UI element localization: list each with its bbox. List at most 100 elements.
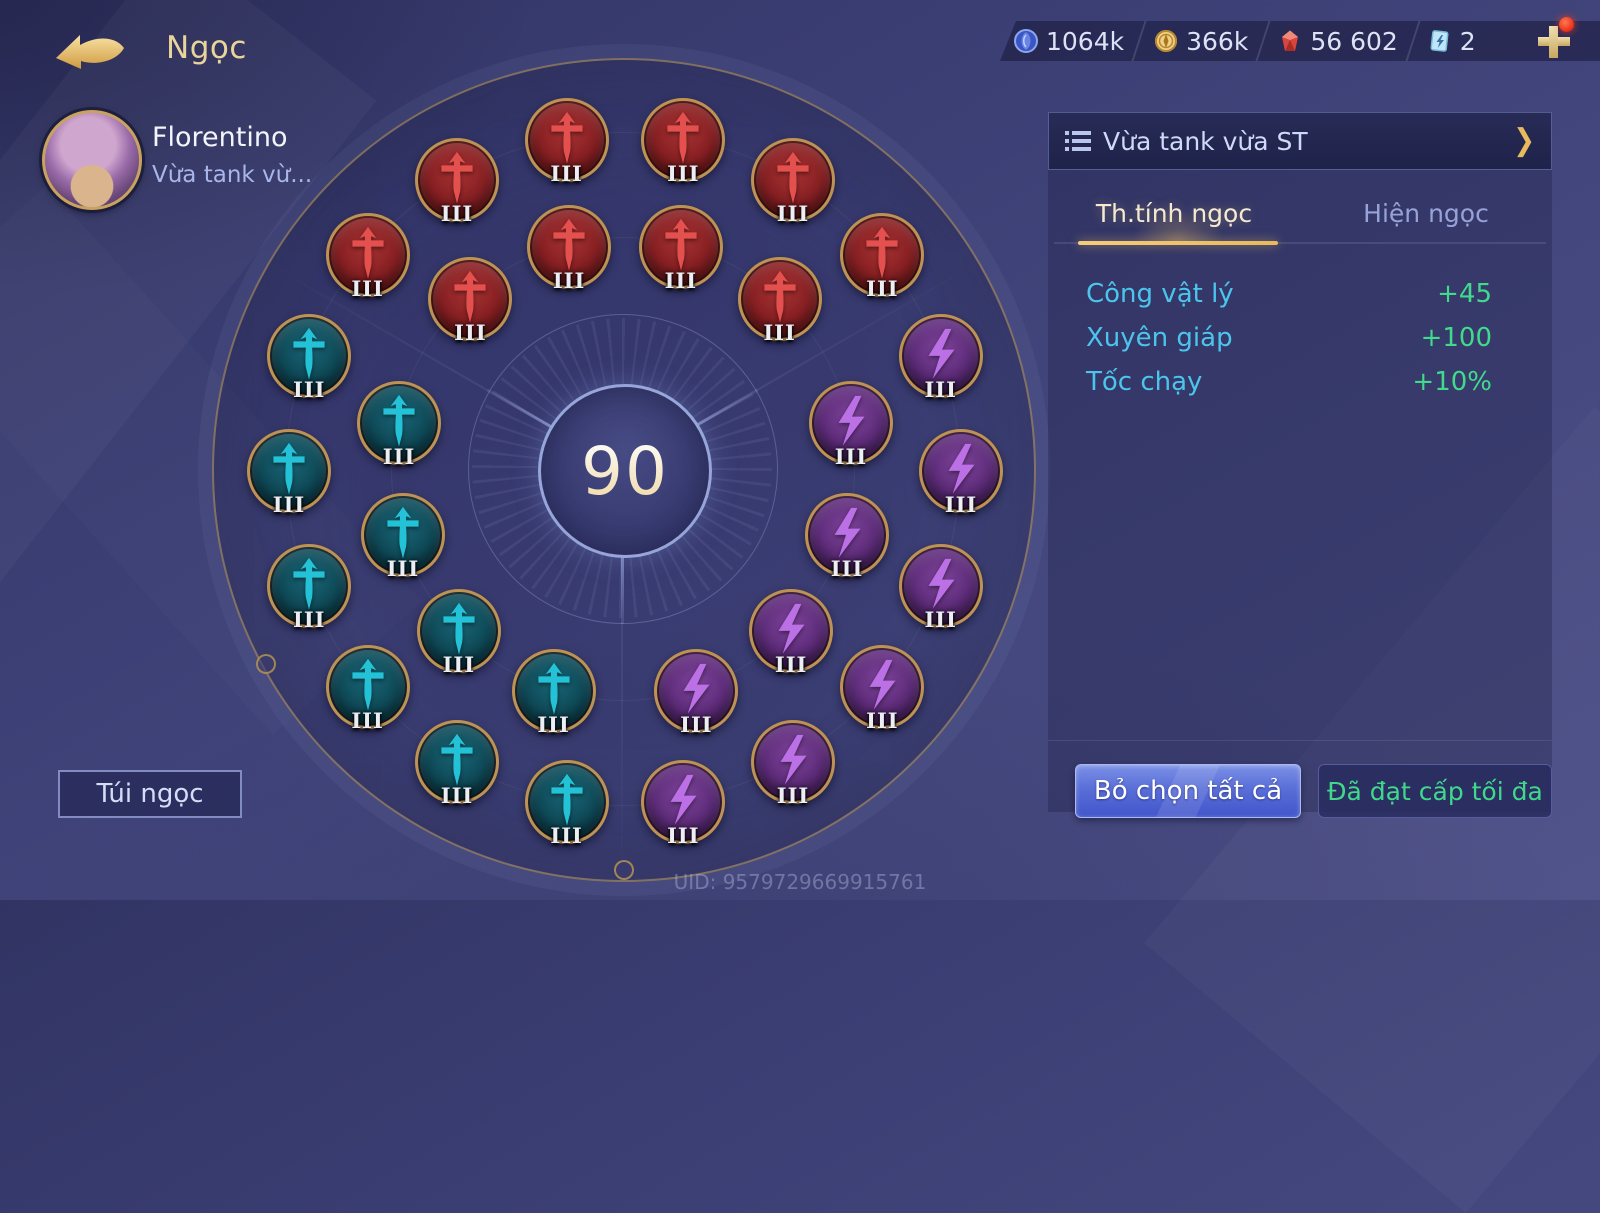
panel-divider xyxy=(1048,740,1552,741)
rune-red-outer-2[interactable]: III xyxy=(415,138,499,226)
rune-purple-outer-3[interactable]: III xyxy=(898,543,983,632)
rune-level: III xyxy=(924,377,957,403)
rune-ticket-icon xyxy=(1430,30,1449,52)
tab-current-runes[interactable]: Hiện ngọc xyxy=(1363,198,1489,228)
stat-label: Tốc chạy xyxy=(1086,367,1203,397)
rune-wheel: 90 III III III III III III III III III III III III I… xyxy=(202,48,1042,888)
rune-level: III xyxy=(550,161,583,187)
currency-gold[interactable]: 366k xyxy=(1140,27,1262,56)
wheel-guide-ring xyxy=(391,237,855,701)
rune-purple-inner-3[interactable]: III xyxy=(749,589,834,677)
rune-teal-outer-6[interactable]: III xyxy=(524,759,609,848)
rune-page-name: Vừa tank vừa ST xyxy=(1103,126,1308,156)
rune-red-inner-2[interactable]: III xyxy=(527,204,612,293)
rune-red-inner-1[interactable]: III xyxy=(428,257,513,345)
rune-teal-inner-2[interactable]: III xyxy=(360,492,445,581)
active-tab-underline xyxy=(1078,241,1278,245)
add-currency-button[interactable] xyxy=(1534,22,1574,62)
currency-value: 1064k xyxy=(1046,26,1125,56)
rune-teal-inner-1[interactable]: III xyxy=(357,380,442,469)
rune-level: III xyxy=(552,267,586,293)
stat-value: +10% xyxy=(1412,367,1492,397)
rune-red-outer-1[interactable]: III xyxy=(325,213,410,301)
wheel-spoke xyxy=(620,550,624,624)
wheel-center: 90 xyxy=(538,384,712,558)
rune-level: III xyxy=(454,320,487,346)
rune-level: III xyxy=(866,276,899,302)
rune-level: III xyxy=(776,782,810,808)
wheel-ornament xyxy=(256,654,276,674)
rune-level: III xyxy=(763,320,796,346)
rune-level: III xyxy=(440,782,474,808)
stat-value: +100 xyxy=(1420,323,1492,353)
player-name: Florentino xyxy=(152,122,288,153)
rune-teal-outer-1[interactable]: III xyxy=(267,314,352,402)
wheel-ornament xyxy=(614,860,634,880)
deselect-all-button[interactable]: Bỏ chọn tất cả xyxy=(1075,764,1301,818)
gold-coin-icon xyxy=(1155,30,1178,52)
rune-purple-inner-2[interactable]: III xyxy=(805,492,890,581)
rune-red-inner-3[interactable]: III xyxy=(638,204,723,293)
rune-purple-outer-5[interactable]: III xyxy=(751,719,835,808)
sector-divider xyxy=(621,622,623,878)
rune-level: III xyxy=(442,652,476,678)
rune-red-outer-5[interactable]: III xyxy=(751,138,835,226)
back-button[interactable] xyxy=(50,22,130,70)
avatar[interactable] xyxy=(42,110,142,210)
rune-bag-button[interactable]: Túi ngọc xyxy=(58,770,242,818)
rune-level: III xyxy=(351,707,384,733)
list-icon xyxy=(1065,131,1091,151)
page-title: Ngọc xyxy=(166,30,247,66)
rune-teal-outer-5[interactable]: III xyxy=(415,719,499,808)
rune-level: III xyxy=(351,276,384,302)
max-level-button[interactable]: Đã đạt cấp tối đa xyxy=(1318,764,1552,818)
plus-icon xyxy=(1549,26,1558,58)
rune-level: III xyxy=(774,652,808,678)
rune-level: III xyxy=(944,492,978,517)
currency-rune-tickets[interactable]: 2 xyxy=(1414,27,1490,56)
rune-purple-inner-4[interactable]: III xyxy=(654,648,739,737)
rune-purple-outer-4[interactable]: III xyxy=(840,644,925,733)
rune-red-outer-3[interactable]: III xyxy=(524,98,609,186)
blue-orb-icon xyxy=(1014,29,1038,53)
rune-level: III xyxy=(667,822,700,848)
currency-bar: 1064k 366k 56 602 2 xyxy=(1000,21,1600,61)
rune-purple-outer-2[interactable]: III xyxy=(919,429,1003,517)
rune-purple-outer-6[interactable]: III xyxy=(641,759,726,848)
stat-label: Xuyên giáp xyxy=(1086,323,1233,353)
rune-teal-outer-4[interactable]: III xyxy=(325,644,410,733)
rune-red-inner-4[interactable]: III xyxy=(737,257,822,345)
stat-value: +45 xyxy=(1437,279,1492,309)
notification-dot xyxy=(1559,17,1574,32)
rune-teal-outer-2[interactable]: III xyxy=(247,429,331,517)
rune-purple-inner-1[interactable]: III xyxy=(808,380,893,469)
rune-teal-inner-4[interactable]: III xyxy=(511,648,596,737)
rune-level: III xyxy=(664,267,698,293)
rune-level: III xyxy=(440,201,474,226)
rune-level: III xyxy=(776,201,810,226)
stat-row-physical-attack: Công vật lý +45 xyxy=(1048,272,1552,316)
currency-blue-essence[interactable]: 1064k xyxy=(1000,27,1138,56)
uid-text: UID: 9579729669915761 xyxy=(673,870,927,894)
rune-red-outer-6[interactable]: III xyxy=(840,213,925,301)
rune-level: III xyxy=(866,707,899,733)
tab-rune-stats[interactable]: Th.tính ngọc xyxy=(1095,198,1253,228)
rune-level: III xyxy=(537,711,570,737)
rune-red-outer-4[interactable]: III xyxy=(641,98,726,186)
rune-level: III xyxy=(667,161,700,187)
stats-list: Công vật lý +45 Xuyên giáp +100 Tốc chạy… xyxy=(1048,272,1552,404)
rune-teal-inner-3[interactable]: III xyxy=(416,589,501,677)
back-icon xyxy=(50,35,130,74)
rune-page-selector[interactable]: Vừa tank vừa ST ❯ xyxy=(1048,112,1552,170)
rune-level: III xyxy=(293,377,326,403)
rune-teal-outer-3[interactable]: III xyxy=(267,543,352,632)
panel-tabs: Th.tính ngọc Hiện ngọc xyxy=(1048,182,1552,245)
stat-row-movement-speed: Tốc chạy +10% xyxy=(1048,360,1552,404)
rune-purple-outer-1[interactable]: III xyxy=(898,314,983,402)
currency-gems[interactable]: 56 602 xyxy=(1264,27,1411,56)
stat-row-armor-pierce: Xuyên giáp +100 xyxy=(1048,316,1552,360)
rune-level: III xyxy=(272,492,306,517)
rune-level: III xyxy=(834,443,868,469)
rune-level: III xyxy=(550,822,583,848)
total-rune-level: 90 xyxy=(541,387,709,555)
